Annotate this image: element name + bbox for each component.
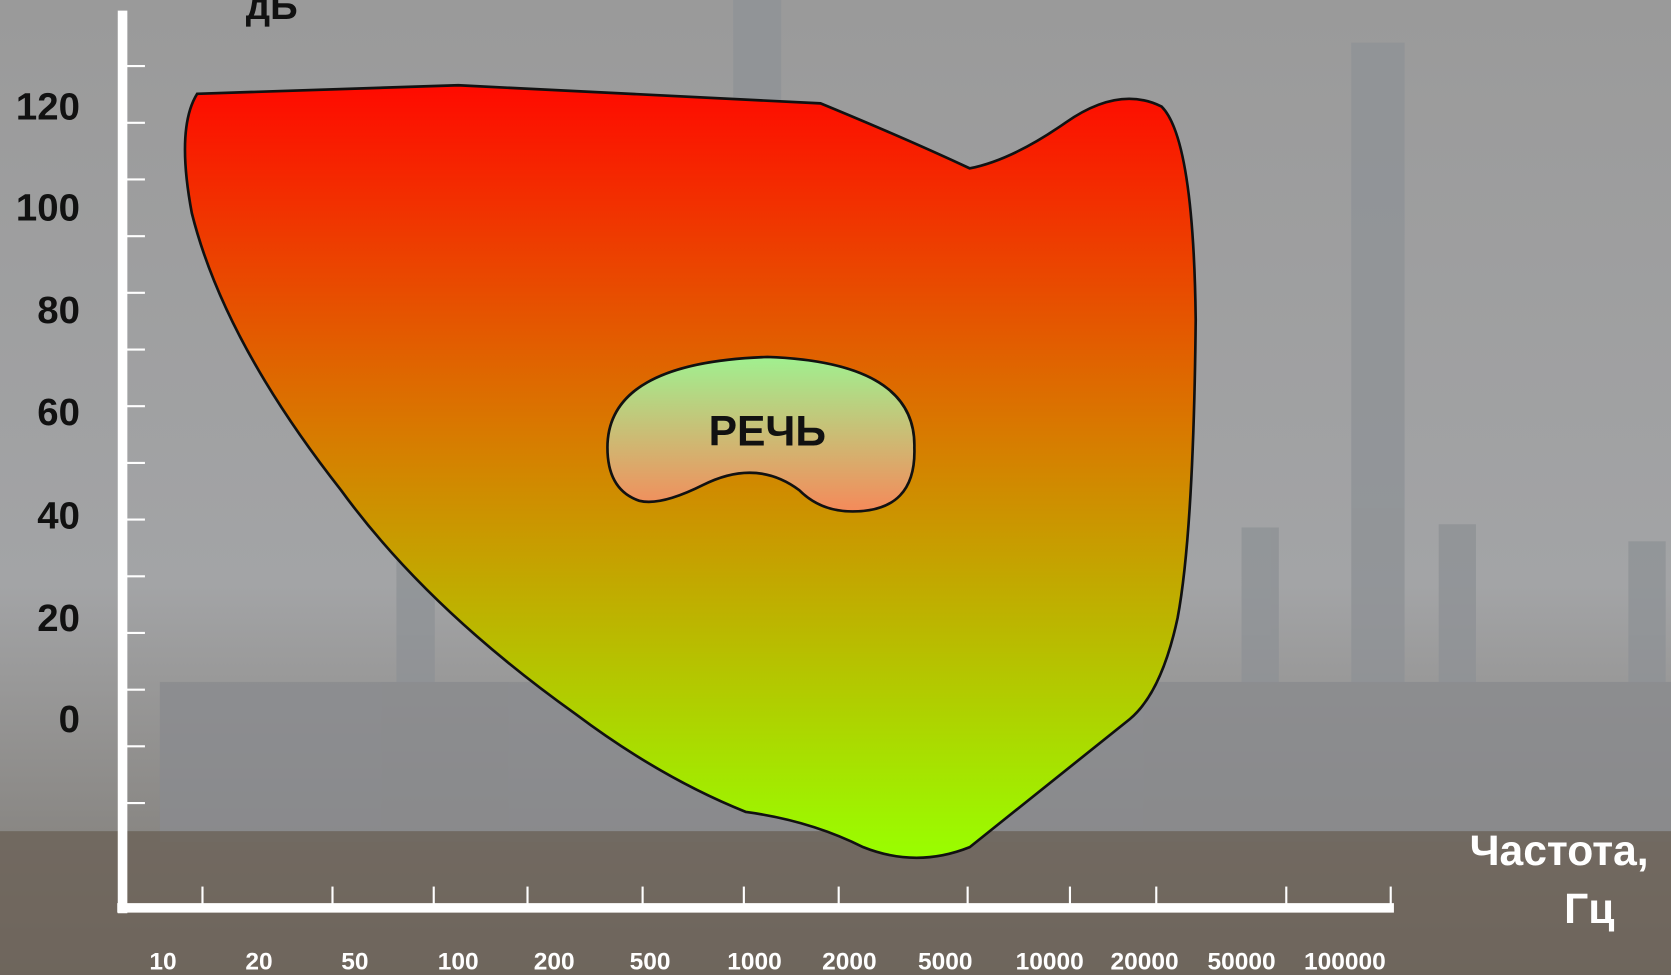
x-tick-label: 50 bbox=[341, 949, 368, 975]
x-axis-label: Частота, bbox=[1470, 827, 1649, 875]
x-tick-label: 5000 bbox=[918, 949, 973, 975]
x-tick-label: 20000 bbox=[1110, 949, 1178, 975]
region-label: РЕЧЬ bbox=[709, 407, 826, 455]
x-tick-label: 500 bbox=[630, 949, 671, 975]
x-tick-label: 20 bbox=[245, 949, 272, 975]
x-tick-label: 100 bbox=[438, 949, 479, 975]
y-tick-label: 60 bbox=[37, 391, 80, 434]
x-tick-label: 10 bbox=[149, 949, 176, 975]
y-tick-label: 20 bbox=[37, 597, 80, 640]
x-tick-label: 1000 bbox=[727, 949, 782, 975]
y-tick-label: 80 bbox=[37, 289, 80, 332]
slide: РЕЧЬ дБ Частота, Гц 12010080604020010205… bbox=[0, 0, 1671, 975]
x-tick-label: 10000 bbox=[1016, 949, 1084, 975]
y-tick-label: 120 bbox=[16, 85, 80, 128]
y-tick-label: 100 bbox=[16, 187, 80, 230]
page: РЕЧЬ дБ Частота, Гц 12010080604020010205… bbox=[0, 0, 1671, 975]
y-tick-label: 0 bbox=[59, 698, 80, 741]
x-tick-label: 200 bbox=[534, 949, 575, 975]
x-axis-label: Гц bbox=[1564, 885, 1614, 933]
x-tick-label: 2000 bbox=[822, 949, 877, 975]
y-tick-label: 40 bbox=[37, 495, 80, 538]
x-tick-label: 100000 bbox=[1304, 949, 1386, 975]
y-axis-label: дБ bbox=[246, 0, 298, 28]
x-tick-label: 50000 bbox=[1207, 949, 1275, 975]
